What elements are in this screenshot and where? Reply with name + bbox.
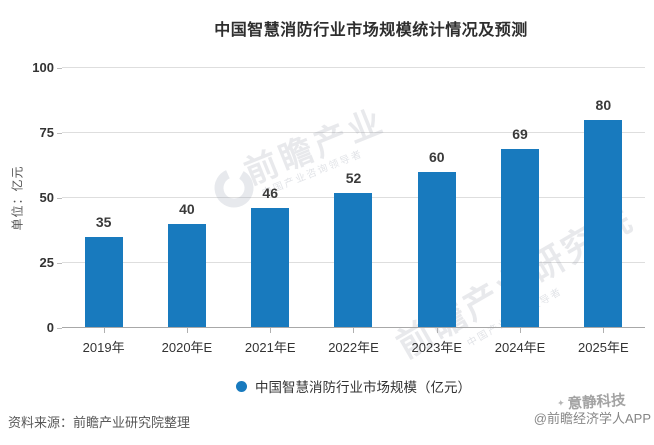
bar-value-label: 52 xyxy=(345,169,362,186)
bar-2021年E xyxy=(251,208,290,328)
x-axis-line xyxy=(62,327,645,328)
y-tick-label-50: 50 xyxy=(39,190,54,205)
x-tick-label: 2020年E xyxy=(161,340,213,355)
bar-value-label: 46 xyxy=(262,185,278,202)
y-tick-mark-50 xyxy=(57,198,62,199)
bar-value-label: 69 xyxy=(512,125,528,142)
sparkle-icon: ✦ xyxy=(557,397,566,409)
x-tick-label: 2019年 xyxy=(82,340,125,355)
x-tick-label: 2021年E xyxy=(244,340,296,355)
bar-slot: 69 2024年E xyxy=(478,68,561,355)
corner-brand-text: 意静科技 xyxy=(567,392,627,413)
x-tick-label: 2025年E xyxy=(578,340,629,355)
y-tick-label-75: 75 xyxy=(39,125,54,140)
x-tick-mark xyxy=(520,328,522,333)
x-tick-mark xyxy=(353,328,355,333)
bar-2023年E xyxy=(417,172,456,328)
bar-2020年E xyxy=(167,224,206,328)
legend-label: 中国智慧消防行业市场规模（亿元） xyxy=(255,380,471,395)
plot-area: 前瞻产业 中国产业咨询领导者 前瞻产业研究院 中国产业咨询领导者 352019年… xyxy=(62,67,645,366)
bar-slot: 40 2020年E xyxy=(145,68,228,355)
legend: 中国智慧消防行业市场规模（亿元） xyxy=(62,376,645,396)
bar-2025年E xyxy=(584,120,623,328)
x-tick-label: 2022年E xyxy=(328,340,379,355)
x-tick-mark xyxy=(603,328,605,333)
bars-container: 35 2019年 40 2020年E 46 2021年E 52 2022年E 60 2023年E 6… xyxy=(62,68,645,355)
y-tick-mark-75 xyxy=(57,133,62,134)
bar-slot: 60 2023年E xyxy=(395,68,478,355)
gridline-75 xyxy=(62,132,645,133)
bar-2024年E xyxy=(501,148,540,328)
bar-2022年E xyxy=(334,192,373,328)
x-tick-mark xyxy=(103,328,105,333)
bar-slot: 80 2025年E xyxy=(562,68,645,355)
source-text: 资料来源：前瞻产业研究院整理 xyxy=(8,415,191,430)
x-tick-mark xyxy=(186,328,188,333)
x-tick-mark xyxy=(436,328,438,333)
x-tick-mark xyxy=(270,328,272,333)
x-tick-label: 2024年E xyxy=(494,340,546,355)
chart-title: 中国智慧消防行业市场规模统计情况及预测 xyxy=(214,22,528,39)
bar-value-label: 60 xyxy=(428,149,445,165)
bar-value-label: 80 xyxy=(595,97,612,113)
x-tick-label: 2023年E xyxy=(411,340,463,355)
bar-2019年 xyxy=(84,237,123,328)
bar-value-label: 35 xyxy=(95,214,112,230)
bar-slot: 52 2022年E xyxy=(312,68,395,355)
y-tick-label-25: 25 xyxy=(39,255,54,270)
watermark-logo-icon xyxy=(214,168,254,208)
legend-marker-circle xyxy=(236,380,247,392)
gridline-100 xyxy=(62,67,645,68)
y-tick-label-0: 0 xyxy=(46,320,54,335)
y-tick-mark-0 xyxy=(57,328,62,329)
y-tick-mark-25 xyxy=(57,263,62,264)
y-tick-label-100: 100 xyxy=(32,60,54,75)
y-tick-mark-100 xyxy=(57,68,62,69)
bar-value-label: 40 xyxy=(179,201,195,217)
attribution-text: @前瞻经济学人APP xyxy=(533,411,651,426)
bar-slot: 35 2019年 xyxy=(62,68,145,355)
bar-slot: 46 2021年E xyxy=(229,68,312,355)
